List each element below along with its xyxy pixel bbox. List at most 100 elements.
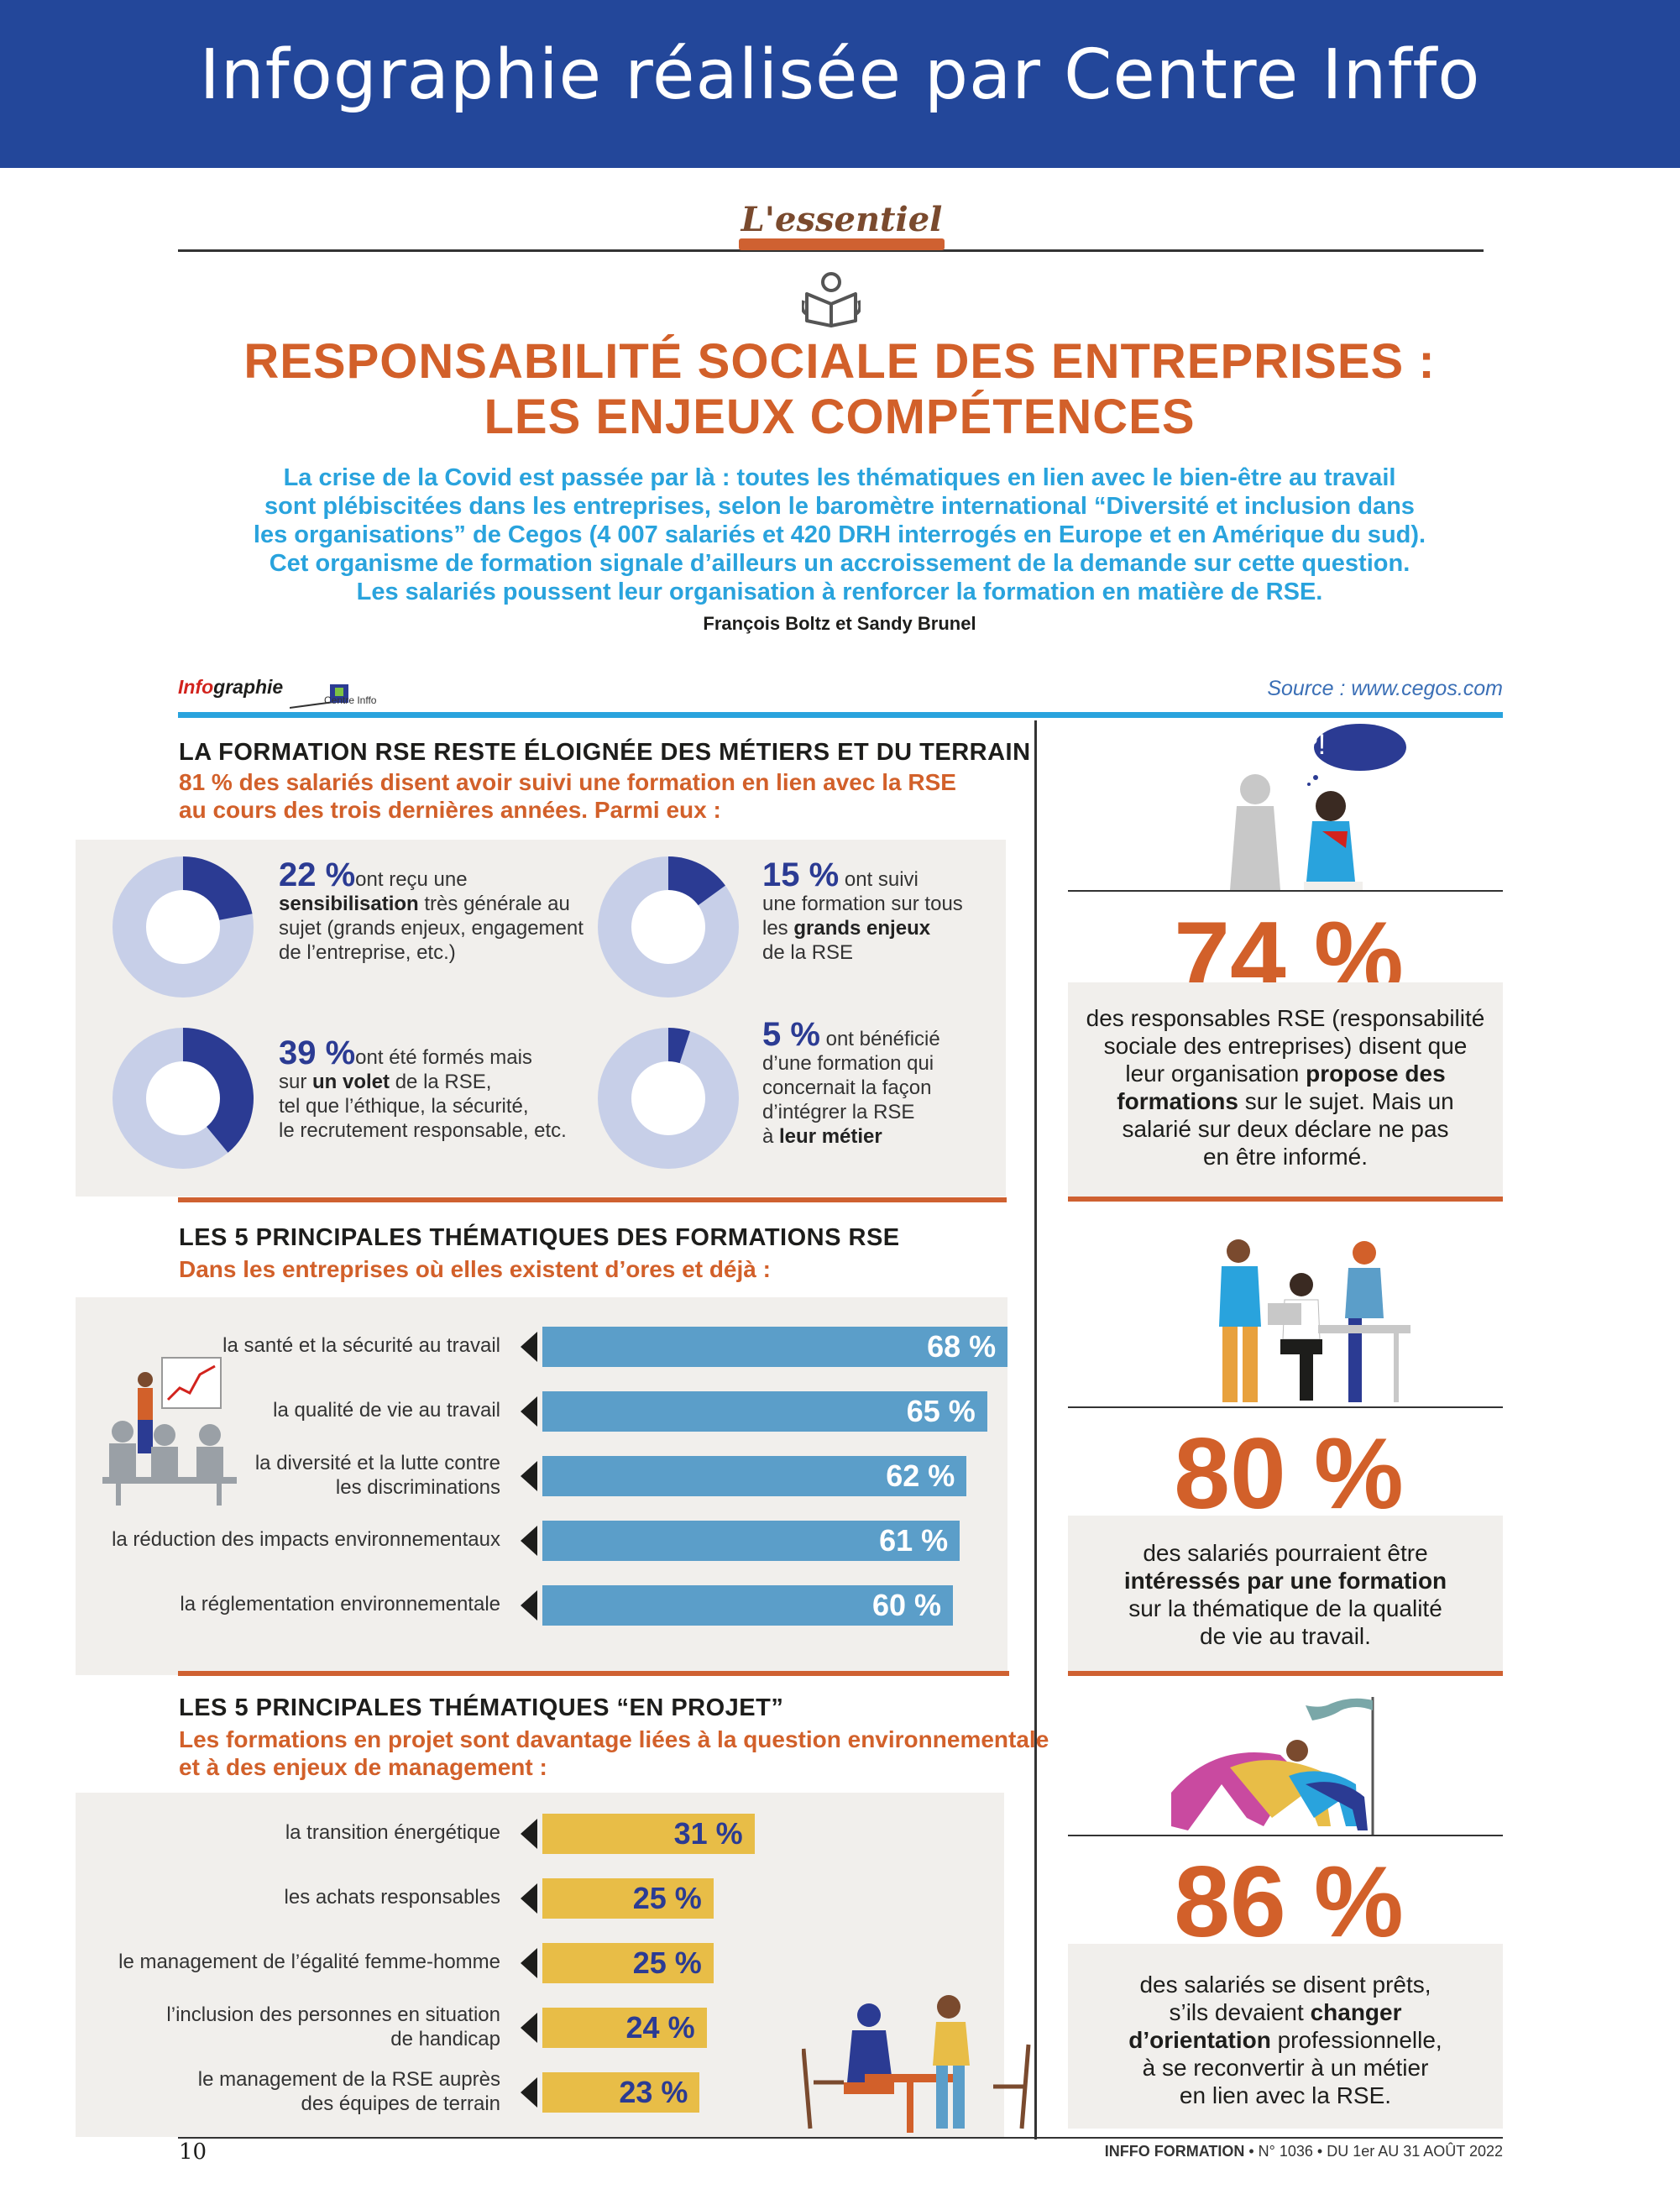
bar: 62 % — [542, 1456, 967, 1496]
banner-title: Infographie réalisée par Centre Inffo — [199, 35, 1481, 115]
bar-label: la réduction des impacts environnementau… — [112, 1528, 500, 1551]
header-banner — [0, 0, 1680, 168]
bar-value-label: 68 % — [927, 1329, 997, 1364]
bar: 25 % — [542, 1943, 714, 1983]
bar-label: la réglementation environnementale — [180, 1593, 500, 1616]
question-bubble-text: ?! — [1301, 729, 1327, 761]
donut-hole — [146, 890, 220, 964]
bar-pointer — [521, 1948, 537, 1978]
bar: 23 % — [542, 2072, 700, 2113]
rubric-label: L'essentiel — [741, 200, 943, 239]
section2-title: LES 5 PRINCIPALES THÉMATIQUES DES FORMAT… — [179, 1224, 900, 1251]
title-line-1: RESPONSABILITÉ SOCIALE DES ENTREPRISES : — [243, 334, 1436, 389]
intro-line-3: les organisations” de Cegos (4 007 salar… — [253, 521, 1426, 548]
stat3-rule — [1068, 1835, 1503, 1836]
bar-value-label: 61 % — [879, 1523, 949, 1558]
stat1-box: des responsables RSE (responsabilité soc… — [1068, 982, 1503, 1197]
donut-text-5: 5 % ont bénéficié d’une formation qui co… — [762, 1016, 940, 1148]
section2-rule — [178, 1671, 1009, 1676]
stat1-rule — [1068, 890, 1503, 892]
bar-value-label: 60 % — [871, 1588, 941, 1622]
donut-hole — [146, 1061, 220, 1135]
donut-chart-15 — [598, 856, 739, 998]
donut-text-22: 22 %ont reçu une sensibilisation très gé… — [279, 856, 584, 964]
bar: 24 % — [542, 2008, 707, 2048]
blue-divider — [178, 712, 1503, 718]
starting-line-runners-illustration — [1171, 1697, 1374, 1835]
header-rule — [178, 249, 1484, 252]
intro-line-4: Cet organisme de formation signale d’ail… — [269, 550, 1410, 577]
bar-pointer — [521, 2077, 537, 2108]
bar-value-label: 24 % — [625, 2010, 695, 2045]
section3-sub-line-1: Les formations en projet sont davantage … — [179, 1726, 1049, 1752]
donut-panel: 22 %ont reçu une sensibilisation très gé… — [76, 840, 1006, 1197]
section3-sub-line-2: et à des enjeux de management : — [179, 1754, 547, 1780]
section1-sub-line-1: 81 % des salariés disent avoir suivi une… — [179, 769, 956, 795]
section3-subtitle: Les formations en projet sont davantage … — [179, 1726, 1049, 1781]
bar: 60 % — [542, 1585, 953, 1626]
bar-pointer — [521, 1332, 537, 1362]
bar-label: le management de l’égalité femme-homme — [118, 1951, 500, 1973]
footer-rule — [178, 2137, 1503, 2139]
logo-word-black: graphie — [213, 676, 284, 698]
page-title: RESPONSABILITÉ SOCIALE DES ENTREPRISES :… — [168, 334, 1511, 445]
stat2-value: 80 % — [1174, 1417, 1404, 1530]
intro-line-1: La crise de la Covid est passée par là :… — [283, 464, 1396, 491]
meeting-table-illustration — [802, 1995, 1031, 2133]
bar-pointer — [521, 1590, 537, 1621]
donut-text-39: 39 %ont été formés mais sur un volet de … — [279, 1034, 567, 1142]
intro-line-5: Les salariés poussent leur organisation … — [356, 579, 1323, 605]
bar-label: les achats responsables — [284, 1886, 500, 1909]
logo-word-red: Info — [178, 676, 214, 698]
logo-centre-inffo: Centre Inffo — [324, 694, 377, 706]
authors: François Boltz et Sandy Brunel — [703, 613, 976, 634]
title-line-2: LES ENJEUX COMPÉTENCES — [484, 390, 1196, 444]
section1-rule — [178, 1197, 1007, 1202]
infographie-logo: Infographie Centre Inffo — [176, 659, 386, 710]
thinking-woman-illustration — [1230, 724, 1406, 890]
stat3-box: des salariés se disent prêts, s’ils deva… — [1068, 1944, 1503, 2129]
section1-subtitle: 81 % des salariés disent avoir suivi une… — [179, 768, 956, 824]
bar-pointer — [521, 2013, 537, 2043]
bar: 25 % — [542, 1878, 714, 1919]
rubric-ribbon — [739, 238, 945, 250]
presentation-meeting-icon — [102, 1357, 237, 1506]
bar-pointer — [521, 1819, 537, 1849]
bar-label: l’inclusion des personnes en situation de… — [166, 2003, 500, 2050]
footer-reference: INFFO FORMATION • N° 1036 • DU 1er AU 31… — [1104, 2143, 1503, 2160]
bar-label: le management de la RSE auprès des équipe… — [197, 2068, 500, 2115]
bar-pointer — [521, 1883, 537, 1914]
page-number: 10 — [179, 2139, 207, 2165]
bar-label: la transition énergétique — [285, 1821, 500, 1844]
bar-label: la diversité et la lutte contre les discr… — [254, 1452, 500, 1499]
donut-chart-22 — [113, 856, 254, 998]
bar-pointer — [521, 1396, 537, 1427]
stat3-value: 86 % — [1174, 1846, 1404, 1958]
reader-book-icon — [802, 272, 861, 327]
bar: 31 % — [542, 1814, 755, 1854]
bar-value-label: 23 % — [619, 2075, 688, 2109]
donut-text-15: 15 % ont suivi une formation sur tous le… — [762, 856, 963, 964]
intro-line-2: sont plébiscitées dans les entreprises, … — [264, 493, 1415, 520]
donut-chart-39 — [113, 1028, 254, 1169]
bar-label: la qualité de vie au travail — [273, 1399, 500, 1422]
section1-title: LA FORMATION RSE RESTE ÉLOIGNÉE DES MÉTI… — [179, 739, 1031, 766]
rubric-tag: L'essentiel — [739, 200, 945, 250]
section1-sub-line-2: au cours des trois dernières années. Par… — [179, 797, 721, 823]
bar-label: la santé et la sécurité au travail — [222, 1334, 500, 1357]
donut-hole — [631, 890, 705, 964]
section3-title: LES 5 PRINCIPALES THÉMATIQUES “EN PROJET… — [179, 1694, 784, 1721]
intro-paragraph: La crise de la Covid est passée par là :… — [160, 463, 1520, 606]
bar-value-label: 62 % — [886, 1458, 955, 1493]
bar-value-label: 65 % — [906, 1394, 976, 1428]
stat2-rule — [1068, 1406, 1503, 1408]
logo-arrow-icon — [290, 684, 348, 709]
bar-value-label: 25 % — [632, 1945, 702, 1980]
column-divider — [1034, 720, 1037, 2139]
bar-value-label: 31 % — [673, 1816, 743, 1851]
bar: 61 % — [542, 1521, 960, 1561]
bar: 68 % — [542, 1327, 1008, 1367]
team-working-illustration — [1219, 1239, 1410, 1402]
stat2-box: des salariés pourraient être intéressés … — [1068, 1516, 1503, 1675]
donut-chart-5 — [598, 1028, 739, 1169]
